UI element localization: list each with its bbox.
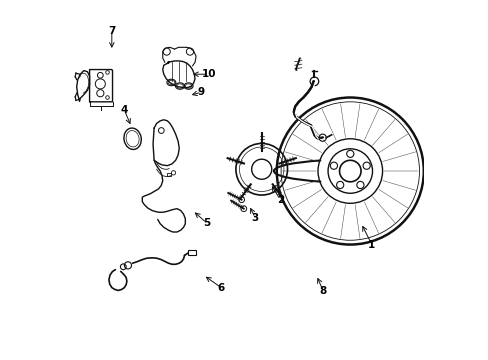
Text: 1: 1 xyxy=(367,239,375,249)
Text: 4: 4 xyxy=(121,105,128,115)
Circle shape xyxy=(124,262,131,269)
Text: 9: 9 xyxy=(198,87,204,97)
Text: 5: 5 xyxy=(203,218,210,228)
Circle shape xyxy=(339,160,360,182)
Bar xyxy=(167,173,170,176)
Text: 3: 3 xyxy=(251,213,258,222)
FancyBboxPatch shape xyxy=(187,249,195,255)
Text: 2: 2 xyxy=(276,195,284,205)
Text: 7: 7 xyxy=(108,26,115,36)
Text: 6: 6 xyxy=(217,283,224,293)
Text: 10: 10 xyxy=(201,69,215,79)
Text: 8: 8 xyxy=(319,286,326,296)
